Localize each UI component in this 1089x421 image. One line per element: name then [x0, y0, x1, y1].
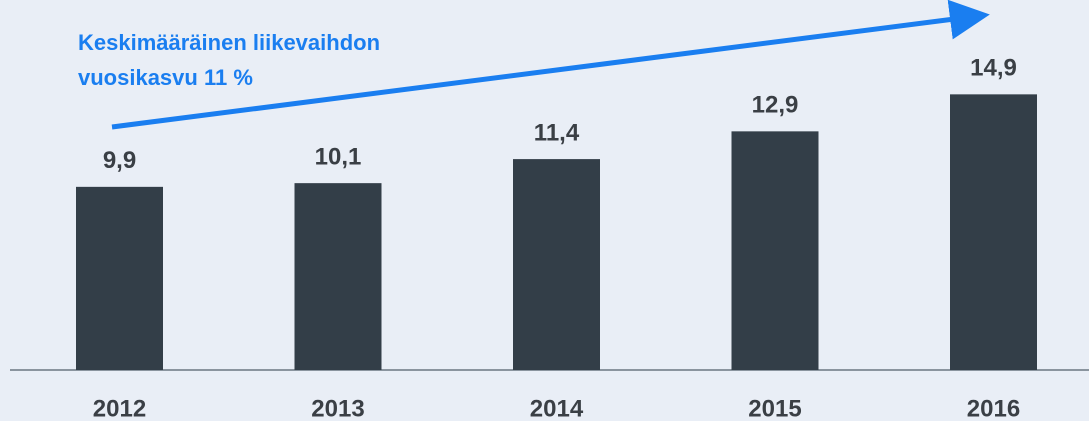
x-tick-label: 2013 [311, 395, 364, 421]
x-tick-label: 2012 [93, 395, 146, 421]
annotation: vuosikasvu 11 % [78, 65, 253, 90]
value-label: 9,9 [103, 147, 136, 174]
x-tick-label: 2016 [967, 395, 1020, 421]
x-tick-label: 2014 [530, 395, 584, 421]
bar [294, 183, 382, 370]
value-label: 14,9 [970, 55, 1017, 82]
bar [76, 186, 163, 370]
x-tick-label: 2015 [748, 395, 801, 421]
trend-arrow [111, 0, 990, 130]
value-label: 10,1 [315, 143, 362, 170]
bar [513, 159, 600, 370]
bar [950, 94, 1037, 370]
value-label: 11,4 [534, 119, 580, 146]
annotation: Keskimääräinen liikevaihdon [78, 30, 380, 55]
value-label: 12,9 [752, 92, 799, 119]
bar [731, 131, 819, 370]
